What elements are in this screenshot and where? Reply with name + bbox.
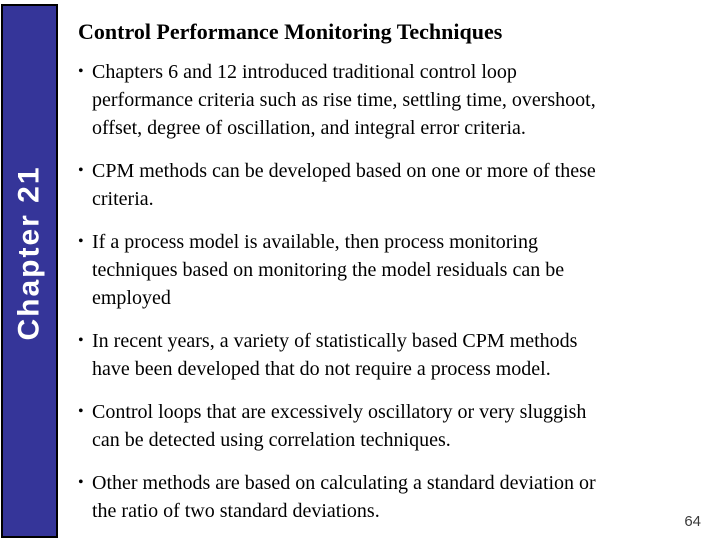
bullet-list: • Chapters 6 and 12 introduced tradition… (78, 58, 712, 525)
bullet-item: • Chapters 6 and 12 introduced tradition… (78, 58, 712, 142)
page-number: 64 (684, 513, 701, 530)
bullet-text: Chapters 6 and 12 introduced traditional… (92, 61, 596, 139)
bullet-text: Other methods are based on calculating a… (92, 472, 596, 522)
bullet-icon: • (78, 233, 84, 250)
bullet-icon: • (78, 63, 84, 80)
slide-title: Control Performance Monitoring Technique… (78, 19, 503, 44)
bullet-item: • Control loops that are excessively osc… (78, 398, 712, 454)
bullet-text: If a process model is available, then pr… (92, 231, 565, 309)
bullet-item: • If a process model is available, then … (78, 228, 712, 312)
chapter-sidebar: Chapter 21 (1, 4, 58, 538)
bullet-icon: • (78, 162, 84, 179)
bullet-icon: • (78, 474, 84, 491)
bullet-item: • CPM methods can be developed based on … (78, 157, 712, 213)
bullet-item: • In recent years, a variety of statisti… (78, 327, 712, 383)
bullet-text: CPM methods can be developed based on on… (92, 160, 596, 210)
bullet-icon: • (78, 403, 84, 420)
bullet-text: In recent years, a variety of statistica… (92, 330, 578, 380)
bullet-item: • Other methods are based on calculating… (78, 469, 712, 525)
bullet-text: Control loops that are excessively oscil… (92, 401, 587, 451)
chapter-label: Chapter 21 (12, 165, 46, 341)
slide-content: Control Performance Monitoring Technique… (78, 19, 712, 540)
bullet-icon: • (78, 332, 84, 349)
